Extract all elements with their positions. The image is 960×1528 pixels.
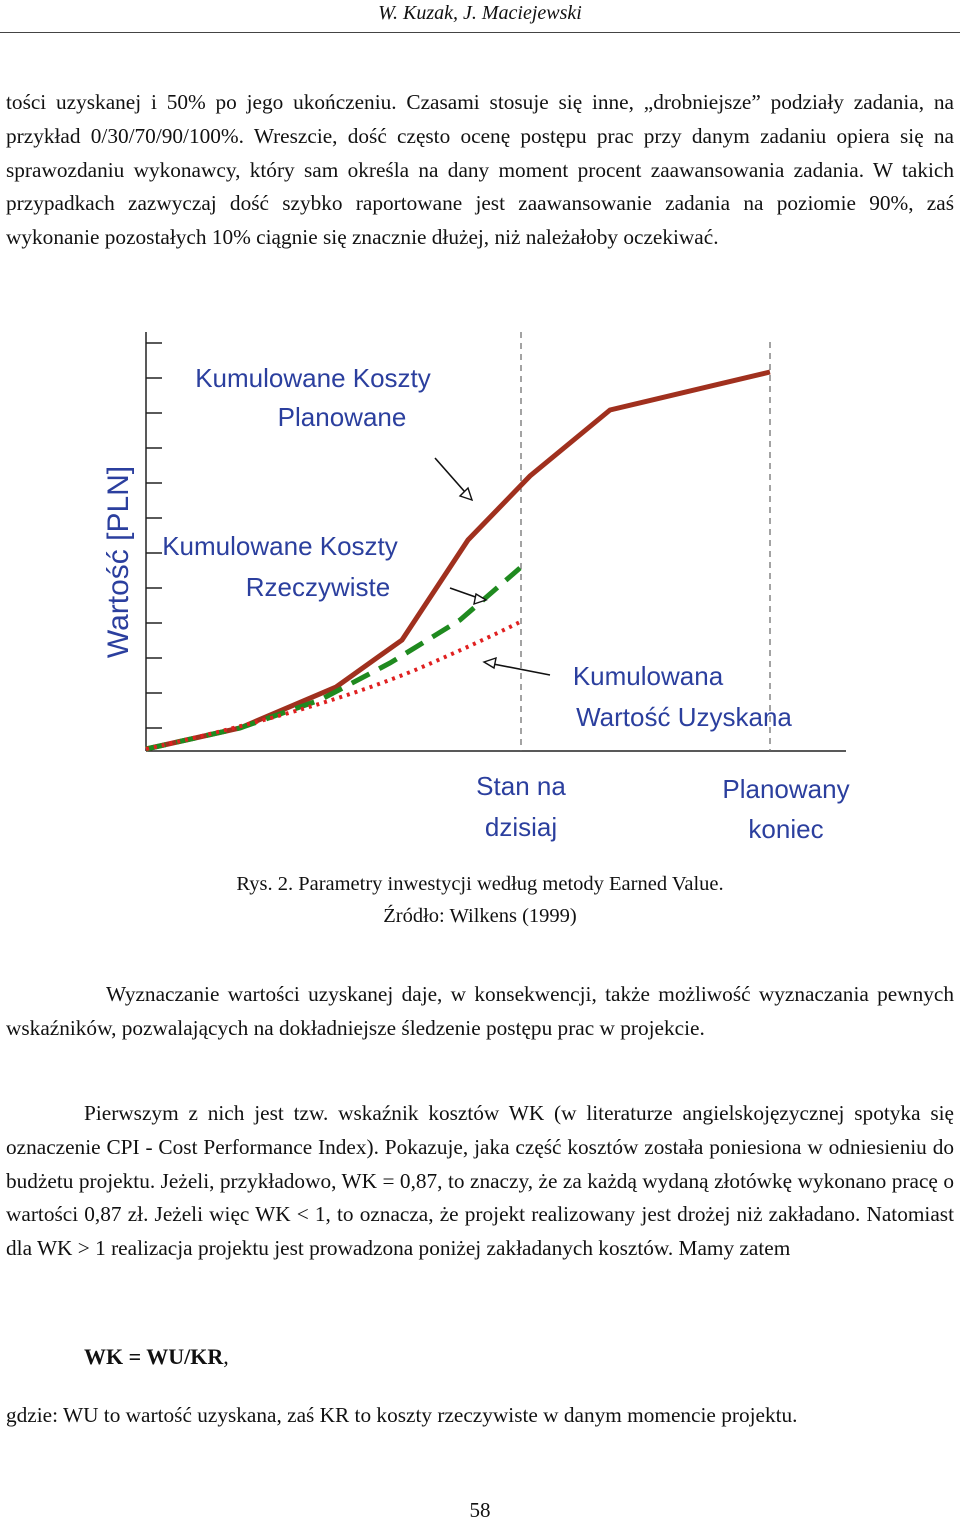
paragraph-cpi-text: Pierwszym z nich jest tzw. wskaźnik kosz… [6,1101,954,1261]
planned-end-label-line2: koniec [748,814,823,844]
planned-label-line2: Planowane [278,402,407,432]
today-label-line2: dzisiaj [485,812,557,842]
running-head: W. Kuzak, J. Maciejewski [378,2,582,24]
planned-arrow [434,457,474,502]
formula: WK = WU/KR, [84,1344,229,1370]
y-axis-label: Wartość [PLN] [102,466,135,658]
header-rule [0,32,960,33]
earned-value-label-line1: Kumulowana [573,661,724,691]
paragraph-definitions: gdzie: WU to wartość uzyskana, zaś KR to… [6,1403,798,1427]
actual-label-line1: Kumulowane Koszty [162,531,398,561]
paragraph-intro: tości uzyskanej i 50% po jego ukończeniu… [6,90,954,250]
earned-value-label-line2: Wartość Uzyskana [576,702,792,732]
today-label-line1: Stan na [476,771,566,801]
earned-value-curve [145,620,521,751]
earned-value-diagram: Wartość [PLN] Kumulowane Koszty Planowan… [102,332,850,844]
planned-end-label-line1: Planowany [722,774,849,804]
figure-source: Źródło: Wilkens (1999) [383,905,577,927]
earned-value-figure: Wartość [PLN] Kumulowane Koszty Planowan… [90,330,870,855]
formula-text: WK = WU/KR [84,1344,224,1369]
planned-label-line1: Kumulowane Koszty [195,363,431,393]
paragraph-indicators: Wyznaczanie wartości uzyskanej daje, w k… [6,978,954,1046]
y-ticks [146,342,162,729]
paragraph-cpi: Pierwszym z nich jest tzw. wskaźnik kosz… [6,1097,954,1266]
earned-value-arrow [482,656,551,676]
actual-label-line2: Rzeczywiste [246,572,390,602]
paragraph-indicators-text: Wyznaczanie wartości uzyskanej daje, w k… [6,982,954,1040]
page-number: 58 [469,1498,491,1522]
figure-caption: Rys. 2. Parametry inwestycji według meto… [236,873,724,895]
actual-arrow [449,587,488,606]
formula-punctuation: , [223,1344,229,1369]
